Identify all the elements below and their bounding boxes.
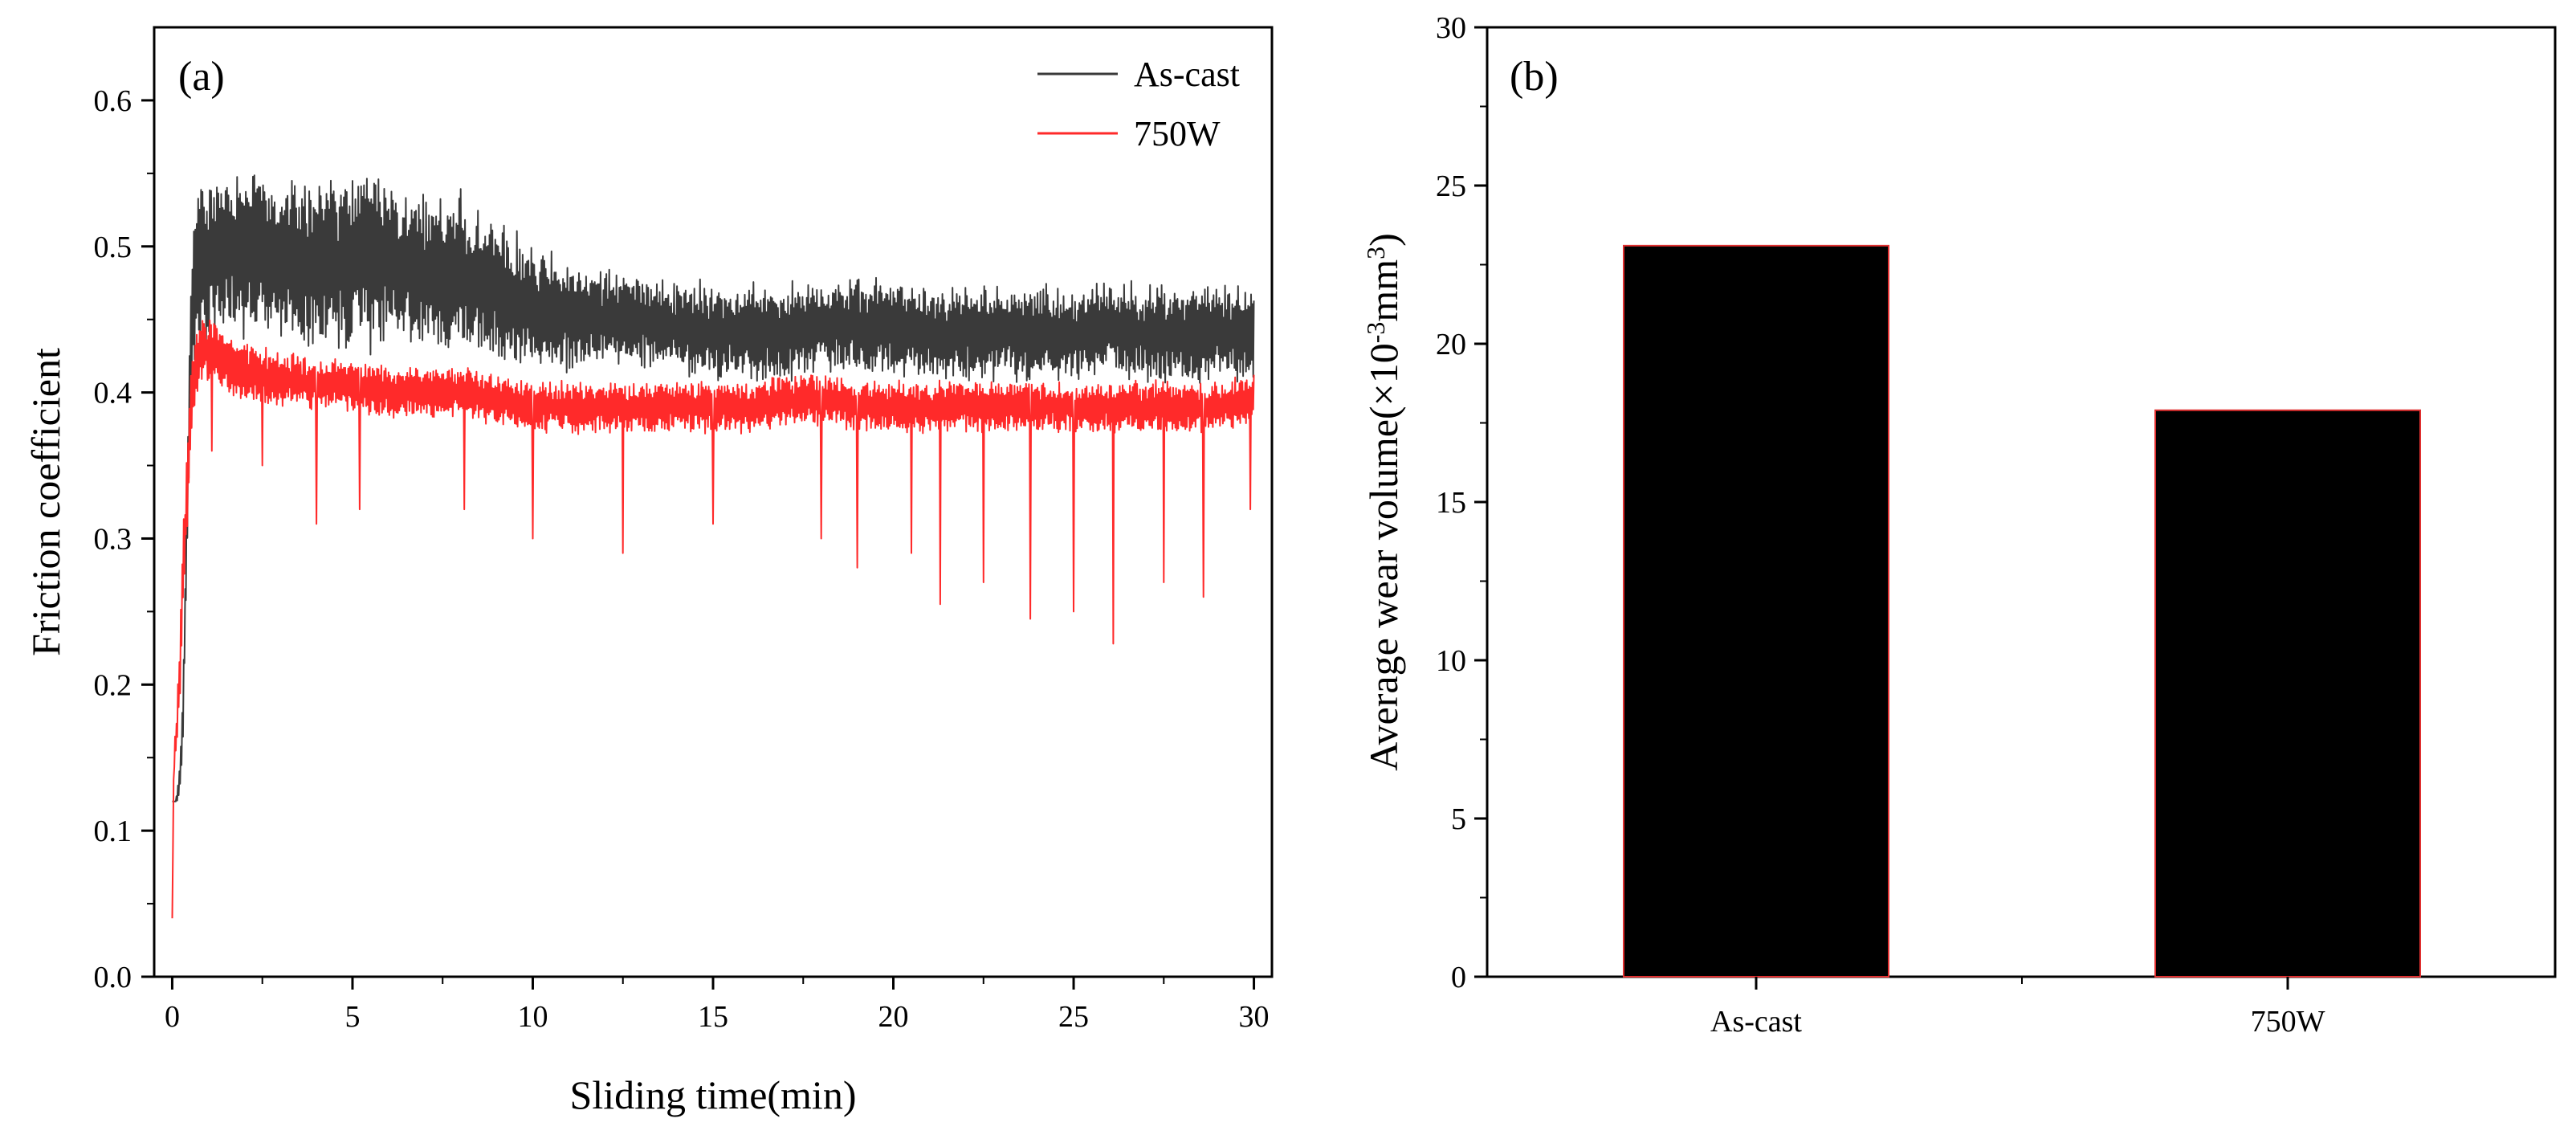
x-tick-label-a: 25 [1058, 1000, 1089, 1034]
series-line-750w [171, 319, 1255, 919]
friction-coefficient-chart: 0 5 10 15 20 25 30 0.0 0.1 0.2 0.3 0.4 0.5 0.6 (a) Sl… [23, 26, 1274, 1117]
x-axis-title-a: Sliding time(min) [570, 1072, 857, 1117]
x-tick-label-a: 15 [698, 1000, 728, 1034]
legend-a: As-cast 750W [1037, 55, 1240, 153]
bar-as-cast [1623, 244, 1889, 978]
y-tick-label-a: 0.0 [94, 961, 132, 994]
x-tick-label-b: As-cast [1710, 1005, 1802, 1039]
y-axis-title-b-main: Average wear volume(×10 [1361, 343, 1406, 771]
y-tick-label-b: 25 [1436, 169, 1466, 203]
y-tick-label-b: 30 [1436, 11, 1466, 45]
x-tick-label-a: 30 [1239, 1000, 1270, 1034]
series-group-a [171, 174, 1255, 919]
y-axis-title-b-exp1: -3 [1361, 322, 1390, 344]
axis-ticks-a: 0 5 10 15 20 25 30 0.0 0.1 0.2 0.3 0.4 0.5 0.6 [94, 84, 1270, 1034]
bar-750w [2154, 409, 2421, 978]
y-tick-label-a: 0.5 [94, 231, 132, 264]
y-tick-label-a: 0.6 [94, 84, 132, 118]
y-axis-title-b: Average wear volume(×10-3mm3) [1361, 233, 1406, 771]
y-axis-title-a: Friction coefficient [23, 348, 68, 656]
y-tick-label-b: 10 [1436, 644, 1466, 678]
legend-label-as-cast: As-cast [1134, 55, 1240, 94]
panel-label-a: (a) [178, 54, 225, 100]
bars-b [1623, 244, 2421, 978]
y-tick-label-b: 20 [1436, 328, 1466, 361]
x-tick-label-a: 10 [517, 1000, 548, 1034]
y-tick-label-a: 0.1 [94, 814, 132, 848]
x-tick-label-b: 750W [2251, 1005, 2325, 1039]
y-axis-title-b-exp2: 3 [1361, 247, 1390, 259]
x-tick-label-a: 5 [344, 1000, 360, 1034]
axis-ticks-b: As-cast 750W 0 5 10 15 20 25 30 [1436, 11, 2325, 1039]
y-axis-title-b-end: ) [1361, 233, 1406, 247]
x-tick-label-a: 0 [165, 1000, 180, 1034]
series-line-as-cast [172, 174, 1255, 802]
y-tick-label-a: 0.2 [94, 668, 132, 702]
wear-volume-chart: As-cast 750W 0 5 10 15 20 25 30 (b) Average wear… [1361, 11, 2557, 1039]
panel-label-b: (b) [1510, 54, 1559, 100]
y-tick-label-b: 0 [1451, 961, 1466, 994]
y-tick-label-a: 0.4 [94, 377, 132, 410]
y-tick-label-b: 5 [1451, 802, 1466, 836]
y-tick-label-b: 15 [1436, 486, 1466, 520]
x-tick-label-a: 20 [878, 1000, 909, 1034]
y-tick-label-a: 0.3 [94, 522, 132, 556]
legend-label-750w: 750W [1134, 114, 1221, 153]
y-axis-title-b-mid: mm [1361, 259, 1406, 322]
